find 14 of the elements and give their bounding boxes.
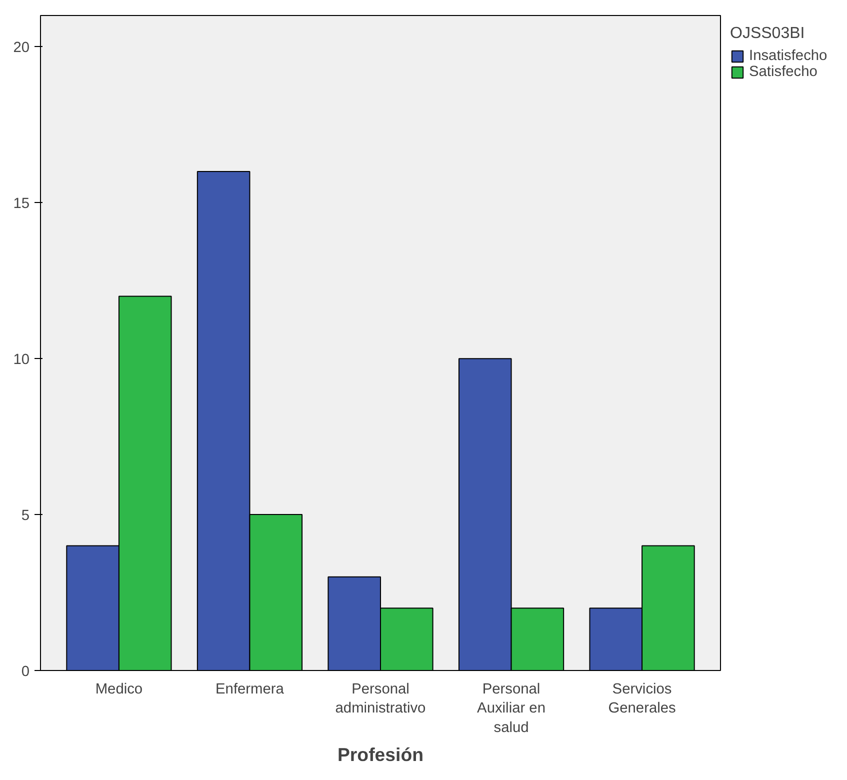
x-tick-label: Enfermera xyxy=(216,682,285,698)
x-tick-label: Medico xyxy=(95,682,143,698)
y-tick-label: 15 xyxy=(13,196,30,212)
y-tick-label: 0 xyxy=(21,664,30,680)
x-tick-label: Servicios Generales xyxy=(608,682,676,717)
y-tick-label: 20 xyxy=(13,40,30,56)
y-tick-label: 5 xyxy=(21,508,30,524)
legend-title: OJSS03BI xyxy=(730,25,806,43)
legend-label: Insatisfecho xyxy=(749,48,828,64)
x-tick-label: Personal Auxiliar en salud xyxy=(477,682,546,736)
y-tick-label: 10 xyxy=(13,352,30,368)
x-tick-label: Personal administrativo xyxy=(335,682,426,717)
legend-label: Satisfecho xyxy=(749,64,818,80)
x-axis-title: Profesión xyxy=(337,744,424,765)
